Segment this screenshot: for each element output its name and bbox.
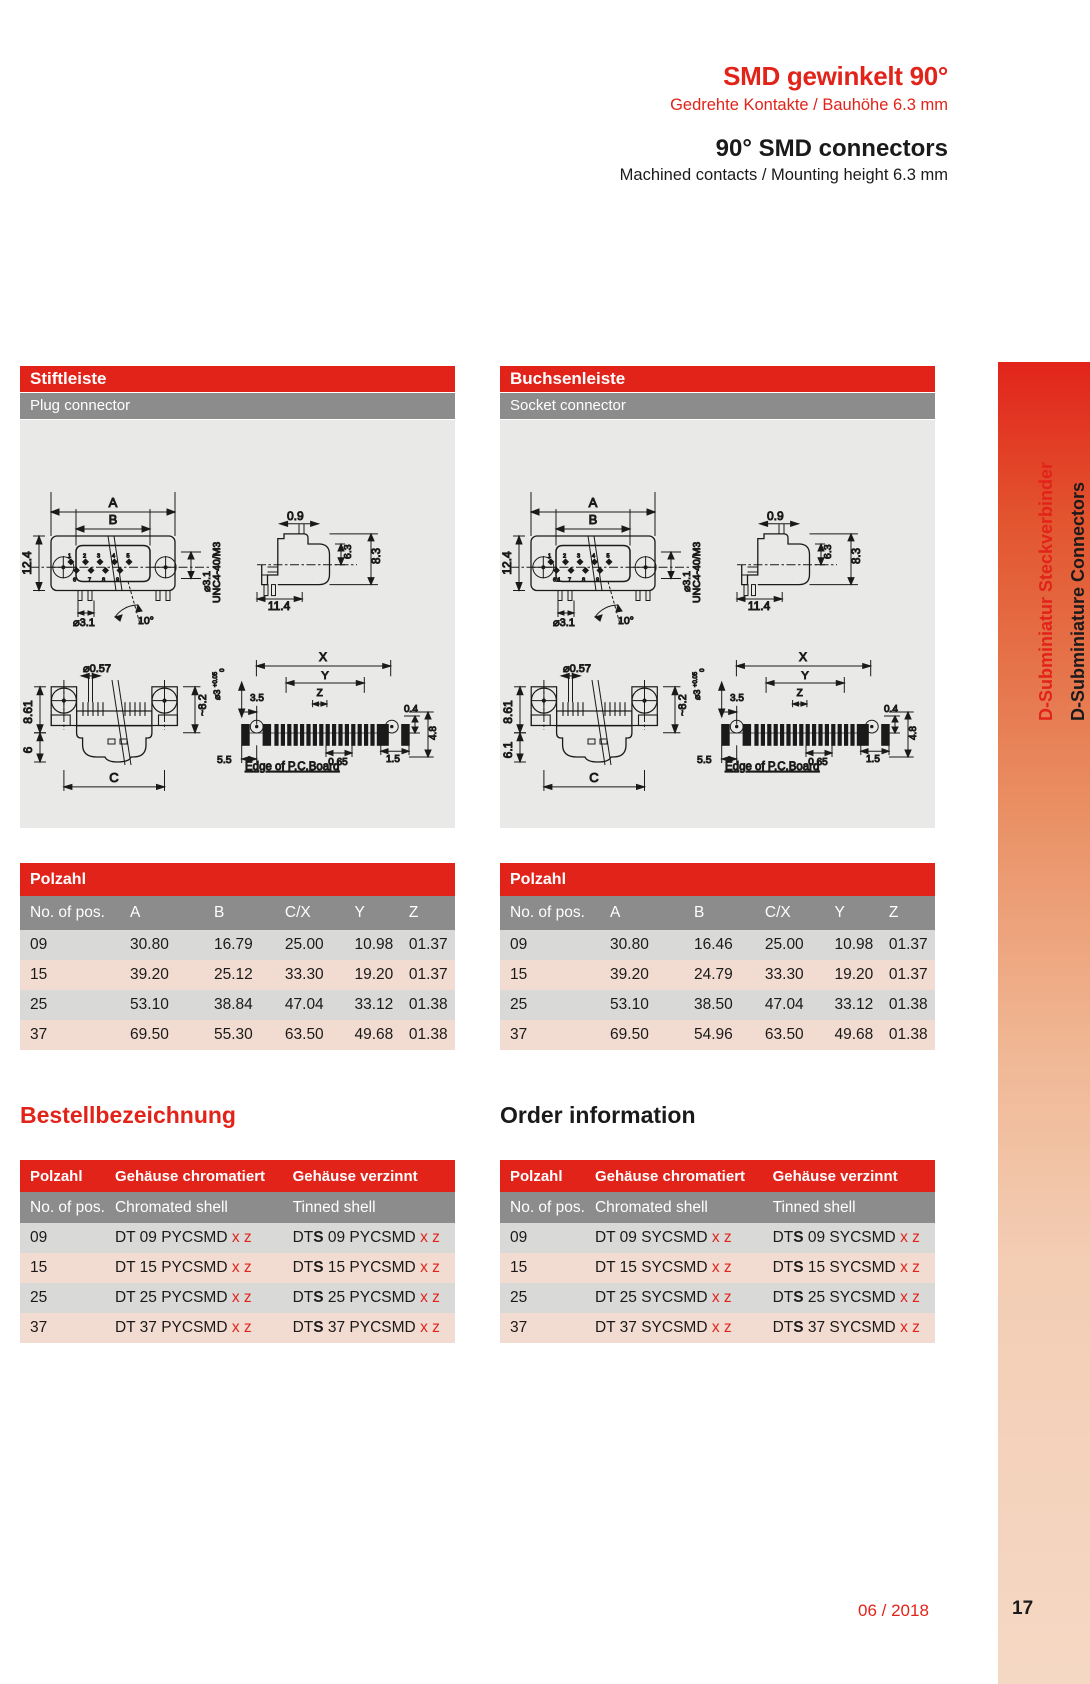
svg-text:C: C xyxy=(589,770,598,785)
svg-text:~8.2: ~8.2 xyxy=(677,694,689,716)
svg-text:6: 6 xyxy=(73,578,76,584)
svg-text:8.61: 8.61 xyxy=(501,700,515,724)
svg-text:⌀3.1: ⌀3.1 xyxy=(73,617,95,629)
svg-text:Edge of P.C.Board: Edge of P.C.Board xyxy=(245,761,339,773)
svg-text:2: 2 xyxy=(563,554,566,560)
svg-text:⌀0.57: ⌀0.57 xyxy=(563,663,591,675)
svg-text:4: 4 xyxy=(592,554,595,560)
svg-text:0.4: 0.4 xyxy=(404,704,418,715)
svg-text:9: 9 xyxy=(596,578,599,584)
svg-text:⌀0.57: ⌀0.57 xyxy=(83,663,111,675)
svg-text:6.3: 6.3 xyxy=(822,544,834,559)
svg-text:⌀3 +0.050: ⌀3 +0.050 xyxy=(692,668,706,700)
svg-text:8.3: 8.3 xyxy=(371,548,383,564)
svg-text:3: 3 xyxy=(577,554,580,560)
svg-text:B: B xyxy=(109,512,118,527)
svg-text:Z: Z xyxy=(317,688,323,699)
svg-text:11.4: 11.4 xyxy=(748,599,771,613)
svg-text:8: 8 xyxy=(582,578,585,584)
svg-text:8.3: 8.3 xyxy=(851,548,863,564)
svg-text:5.5: 5.5 xyxy=(697,754,712,766)
svg-text:4.8: 4.8 xyxy=(428,726,439,740)
svg-text:3.5: 3.5 xyxy=(730,693,744,704)
svg-text:8.61: 8.61 xyxy=(21,700,35,724)
svg-text:0.4: 0.4 xyxy=(884,704,898,715)
svg-text:12.4: 12.4 xyxy=(20,551,34,575)
svg-text:Edge of P.C.Board: Edge of P.C.Board xyxy=(725,761,819,773)
svg-text:B: B xyxy=(589,512,598,527)
svg-text:⌀3 +0.050: ⌀3 +0.050 xyxy=(212,668,226,700)
svg-text:A: A xyxy=(109,495,118,510)
svg-text:10°: 10° xyxy=(138,615,154,627)
svg-text:11.4: 11.4 xyxy=(268,599,291,613)
svg-text:0.9: 0.9 xyxy=(767,509,784,523)
svg-text:C: C xyxy=(109,770,118,785)
svg-text:1: 1 xyxy=(548,554,551,560)
svg-text:Y: Y xyxy=(801,670,809,682)
svg-text:9: 9 xyxy=(116,578,119,584)
svg-text:X: X xyxy=(799,650,807,664)
svg-text:4: 4 xyxy=(112,554,115,560)
svg-text:3.5: 3.5 xyxy=(250,693,264,704)
svg-text:X: X xyxy=(319,650,327,664)
svg-text:UNC4-40/M3: UNC4-40/M3 xyxy=(691,542,703,603)
svg-text:6.1: 6.1 xyxy=(553,578,561,584)
svg-text:5: 5 xyxy=(127,554,130,560)
svg-text:~8.2: ~8.2 xyxy=(197,694,209,716)
svg-text:6: 6 xyxy=(21,746,35,753)
svg-text:1.5: 1.5 xyxy=(866,754,880,765)
svg-text:12.4: 12.4 xyxy=(500,551,514,575)
svg-text:A: A xyxy=(589,495,598,510)
svg-text:3: 3 xyxy=(97,554,100,560)
svg-text:6.3: 6.3 xyxy=(342,544,354,559)
svg-text:1: 1 xyxy=(68,554,71,560)
svg-text:UNC4-40/M3: UNC4-40/M3 xyxy=(211,542,223,603)
svg-text:6.1: 6.1 xyxy=(501,741,515,758)
svg-text:0.9: 0.9 xyxy=(287,509,304,523)
svg-text:4.8: 4.8 xyxy=(908,726,919,740)
svg-text:7: 7 xyxy=(88,578,91,584)
svg-text:5: 5 xyxy=(607,554,610,560)
svg-text:⌀3.1: ⌀3.1 xyxy=(553,617,575,629)
svg-text:Y: Y xyxy=(321,670,329,682)
svg-text:7: 7 xyxy=(568,578,571,584)
svg-text:Z: Z xyxy=(797,688,803,699)
svg-text:8: 8 xyxy=(102,578,105,584)
svg-text:2: 2 xyxy=(83,554,86,560)
svg-text:1.5: 1.5 xyxy=(386,754,400,765)
svg-text:5.5: 5.5 xyxy=(217,754,232,766)
svg-text:10°: 10° xyxy=(618,615,634,627)
